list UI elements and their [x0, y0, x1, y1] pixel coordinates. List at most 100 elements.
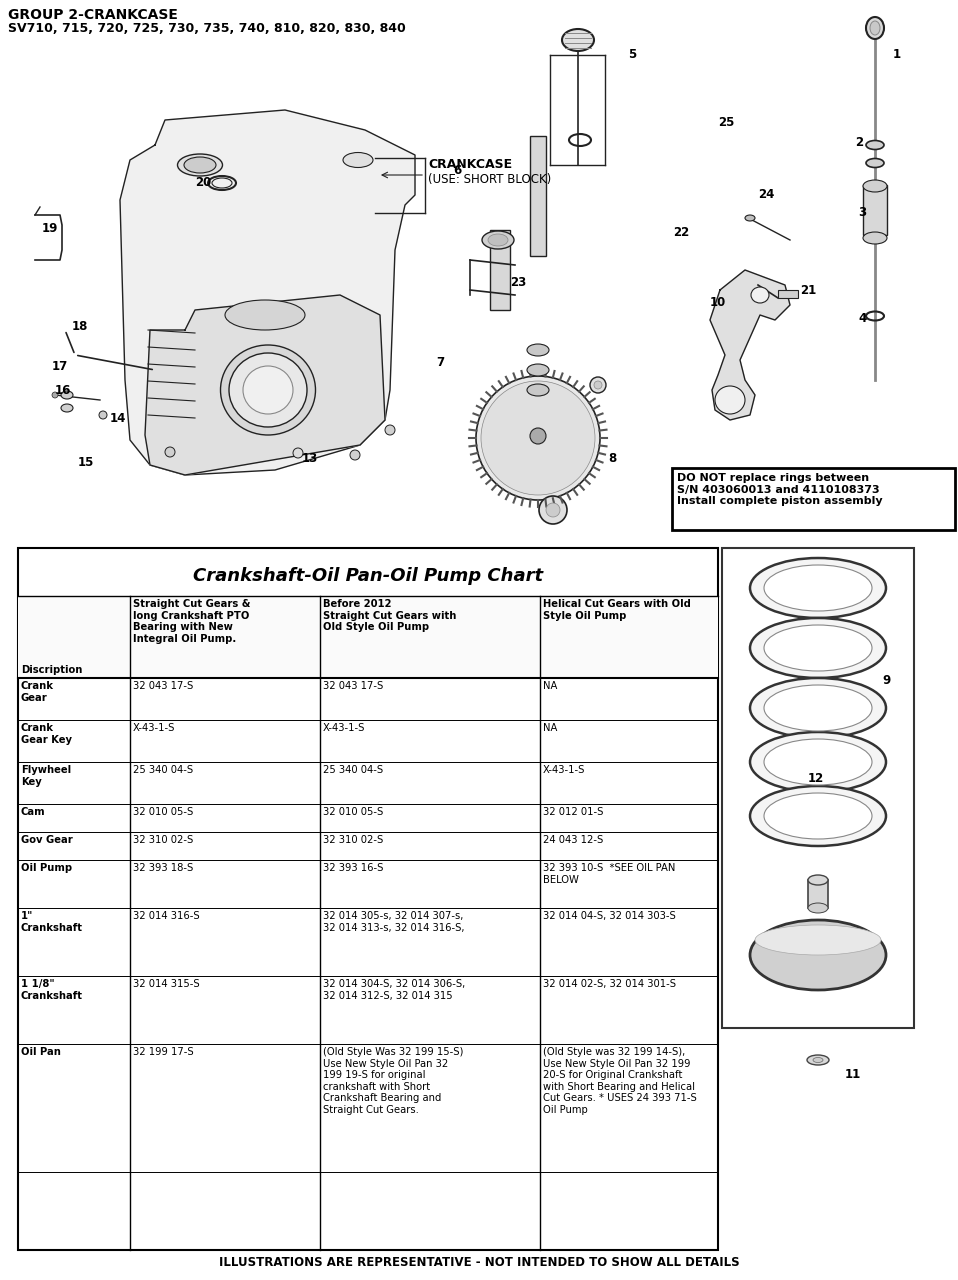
- Text: 6: 6: [453, 164, 461, 177]
- Text: DO NOT replace rings between
S/N 403060013 and 4110108373
Install complete pisto: DO NOT replace rings between S/N 4030600…: [677, 474, 882, 506]
- Polygon shape: [120, 110, 415, 475]
- Text: Gov Gear: Gov Gear: [21, 835, 73, 845]
- Text: 8: 8: [608, 452, 616, 465]
- Text: CRANKCASE: CRANKCASE: [428, 157, 513, 172]
- Text: SV710, 715, 720, 725, 730, 735, 740, 810, 820, 830, 840: SV710, 715, 720, 725, 730, 735, 740, 810…: [8, 22, 406, 35]
- Text: 2: 2: [855, 137, 863, 150]
- Text: 22: 22: [673, 225, 689, 238]
- Text: (Old Style Was 32 199 15-S)
Use New Style Oil Pan 32
199 19-S for original
crank: (Old Style Was 32 199 15-S) Use New Styl…: [323, 1047, 464, 1115]
- Text: 20: 20: [195, 175, 212, 188]
- Text: 32 393 10-S  *SEE OIL PAN
BELOW: 32 393 10-S *SEE OIL PAN BELOW: [543, 863, 675, 884]
- Text: 25: 25: [718, 115, 735, 128]
- Text: 7: 7: [436, 356, 445, 369]
- Text: 32 393 16-S: 32 393 16-S: [323, 863, 383, 873]
- Text: 32 014 304-S, 32 014 306-S,
32 014 312-S, 32 014 315: 32 014 304-S, 32 014 306-S, 32 014 312-S…: [323, 979, 466, 1001]
- Text: NA: NA: [543, 723, 558, 733]
- Text: 32 199 17-S: 32 199 17-S: [133, 1047, 194, 1057]
- Text: 10: 10: [710, 296, 726, 308]
- Circle shape: [590, 378, 606, 393]
- Bar: [808, 881, 828, 908]
- Circle shape: [546, 503, 560, 517]
- Text: 21: 21: [800, 283, 816, 297]
- Text: Helical Cut Gears with Old
Style Oil Pump: Helical Cut Gears with Old Style Oil Pum…: [543, 599, 691, 621]
- Text: 14: 14: [110, 411, 126, 425]
- Text: 32 010 05-S: 32 010 05-S: [133, 806, 194, 817]
- Text: 1"
Crankshaft: 1" Crankshaft: [21, 911, 83, 933]
- Ellipse shape: [755, 925, 881, 955]
- Ellipse shape: [764, 564, 872, 611]
- Text: 32 310 02-S: 32 310 02-S: [323, 835, 383, 845]
- Circle shape: [350, 451, 360, 460]
- Text: 23: 23: [510, 275, 526, 288]
- Ellipse shape: [870, 20, 880, 35]
- Bar: [18, 596, 718, 678]
- Text: Cam: Cam: [21, 806, 46, 817]
- Text: 17: 17: [52, 361, 68, 374]
- Text: 32 014 316-S: 32 014 316-S: [133, 911, 199, 922]
- Text: NA: NA: [543, 681, 558, 691]
- Text: 19: 19: [42, 221, 58, 234]
- Circle shape: [293, 448, 303, 458]
- Text: (Old Style was 32 199 14-S),
Use New Style Oil Pan 32 199
20-S for Original Cran: (Old Style was 32 199 14-S), Use New Sty…: [543, 1047, 696, 1115]
- Text: 4: 4: [858, 311, 866, 325]
- Ellipse shape: [220, 346, 315, 435]
- Circle shape: [594, 381, 602, 389]
- Text: (USE: SHORT BLOCK): (USE: SHORT BLOCK): [428, 173, 551, 186]
- Ellipse shape: [482, 230, 514, 250]
- Ellipse shape: [764, 685, 872, 731]
- Text: Straight Cut Gears &
long Crankshaft PTO
Bearing with New
Integral Oil Pump.: Straight Cut Gears & long Crankshaft PTO…: [133, 599, 250, 644]
- Text: 32 043 17-S: 32 043 17-S: [323, 681, 383, 691]
- Text: 1: 1: [893, 49, 901, 61]
- Circle shape: [165, 447, 175, 457]
- Circle shape: [530, 428, 546, 444]
- Text: X-43-1-S: X-43-1-S: [133, 723, 175, 733]
- Ellipse shape: [750, 732, 886, 792]
- Text: X-43-1-S: X-43-1-S: [323, 723, 365, 733]
- Circle shape: [476, 376, 600, 500]
- Text: Oil Pump: Oil Pump: [21, 863, 72, 873]
- Ellipse shape: [488, 234, 508, 246]
- Bar: [672, 468, 955, 530]
- Ellipse shape: [745, 215, 755, 221]
- Text: Discription: Discription: [21, 666, 82, 675]
- Ellipse shape: [750, 558, 886, 618]
- Text: 32 043 17-S: 32 043 17-S: [133, 681, 194, 691]
- Bar: [18, 548, 718, 1251]
- Circle shape: [385, 425, 395, 435]
- Ellipse shape: [343, 152, 373, 168]
- Bar: [778, 291, 798, 298]
- Polygon shape: [145, 294, 385, 475]
- Bar: [863, 186, 887, 236]
- Circle shape: [99, 411, 107, 419]
- Text: 1 1/8"
Crankshaft: 1 1/8" Crankshaft: [21, 979, 83, 1001]
- Text: 25 340 04-S: 25 340 04-S: [133, 765, 194, 774]
- Text: 32 014 02-S, 32 014 301-S: 32 014 02-S, 32 014 301-S: [543, 979, 676, 989]
- Circle shape: [481, 381, 595, 495]
- Text: 13: 13: [302, 452, 318, 465]
- Text: 32 393 18-S: 32 393 18-S: [133, 863, 194, 873]
- Text: 32 012 01-S: 32 012 01-S: [543, 806, 604, 817]
- Text: 32 010 05-S: 32 010 05-S: [323, 806, 383, 817]
- Ellipse shape: [866, 17, 884, 38]
- Text: 32 014 315-S: 32 014 315-S: [133, 979, 199, 989]
- Ellipse shape: [243, 366, 293, 413]
- Text: 32 014 305-s, 32 014 307-s,
32 014 313-s, 32 014 316-S,: 32 014 305-s, 32 014 307-s, 32 014 313-s…: [323, 911, 465, 933]
- Ellipse shape: [715, 387, 745, 413]
- Text: 25 340 04-S: 25 340 04-S: [323, 765, 383, 774]
- Text: 24: 24: [758, 188, 774, 201]
- Text: 12: 12: [808, 772, 824, 785]
- Ellipse shape: [863, 232, 887, 244]
- Ellipse shape: [863, 180, 887, 192]
- Text: 5: 5: [628, 49, 636, 61]
- Polygon shape: [710, 270, 790, 420]
- Ellipse shape: [751, 287, 769, 303]
- Ellipse shape: [527, 344, 549, 356]
- Ellipse shape: [750, 920, 886, 989]
- Text: PartsTee: PartsTee: [194, 716, 545, 785]
- Text: GROUP 2-CRANKCASE: GROUP 2-CRANKCASE: [8, 8, 178, 22]
- Ellipse shape: [750, 618, 886, 678]
- Text: 24 043 12-S: 24 043 12-S: [543, 835, 604, 845]
- Ellipse shape: [61, 390, 73, 399]
- Ellipse shape: [808, 876, 828, 884]
- Ellipse shape: [750, 786, 886, 846]
